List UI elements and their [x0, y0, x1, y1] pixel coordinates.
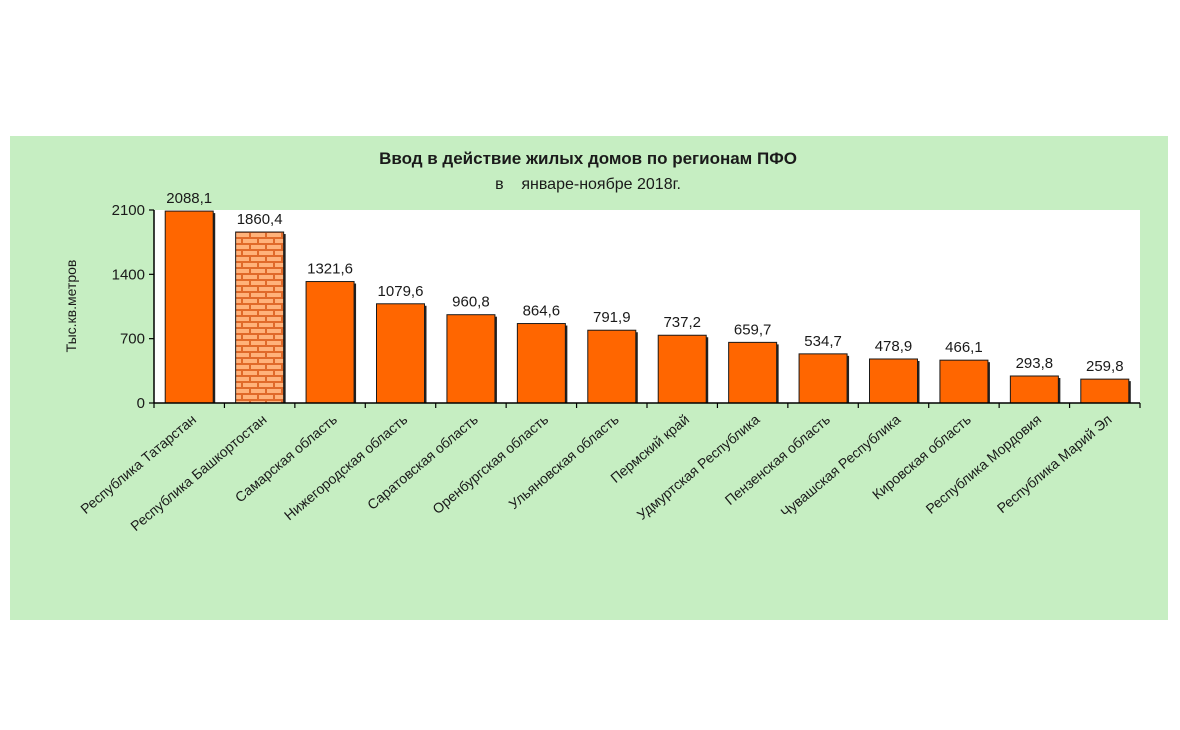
bar: [235, 231, 285, 404]
bar: [305, 281, 355, 404]
data-label: 259,8: [1086, 358, 1124, 375]
chart-panel: Ввод в действие жилых домов по регионам …: [10, 136, 1168, 620]
y-axis: 0 700 1400 2100: [112, 202, 155, 412]
bar: [376, 303, 425, 404]
bar: [164, 210, 214, 404]
y-tick-label: 1400: [112, 266, 145, 283]
x-axis: [153, 402, 1141, 408]
data-label: 1079,6: [378, 283, 424, 300]
bar: [657, 334, 707, 404]
category-label: Оренбургская область: [429, 411, 551, 517]
bar: [869, 358, 918, 404]
data-label: 2088,1: [166, 190, 212, 207]
category-label: Удмуртская Республика: [634, 411, 763, 523]
chart-subtitle: в январе-ноябре 2018г.: [495, 176, 681, 193]
y-tick-label: 700: [120, 331, 145, 348]
category-label: Чувашская Республика: [777, 411, 903, 521]
value-labels: 2088,1 1860,4 1321,6 1079,6 960,8 864,6 791,9 7…: [166, 190, 1123, 375]
bar: [516, 323, 566, 404]
data-label: 534,7: [804, 333, 842, 350]
data-label: 293,8: [1016, 355, 1054, 372]
data-label: 1860,4: [237, 211, 283, 228]
category-label: Республика Марий Эл: [994, 411, 1115, 516]
bar: [587, 329, 637, 404]
bar: [446, 314, 496, 404]
bar: [798, 353, 848, 404]
y-tick-label: 0: [137, 395, 145, 412]
category-label: Нижегородская область: [281, 411, 411, 523]
bar: [1080, 378, 1130, 404]
y-tick-label: 2100: [112, 202, 145, 219]
chart-title: Ввод в действие жилых домов по регионам …: [379, 149, 797, 168]
bar: [1009, 375, 1059, 404]
data-label: 864,6: [523, 303, 561, 320]
category-label: Республика Мордовия: [922, 411, 1044, 517]
y-axis-label: Тыс.кв.метров: [63, 260, 79, 353]
bar-chart: Ввод в действие жилых домов по регионам …: [63, 149, 1141, 534]
bar: [728, 341, 778, 404]
data-label: 466,1: [945, 339, 983, 356]
bar: [939, 359, 989, 404]
bars: [164, 210, 1131, 404]
data-label: 737,2: [663, 314, 701, 331]
category-label: Республика Татарстан: [77, 411, 199, 517]
data-label: 1321,6: [307, 261, 353, 278]
data-label: 791,9: [593, 309, 631, 326]
data-label: 478,9: [875, 338, 913, 355]
data-label: 659,7: [734, 321, 772, 338]
category-label: Республика Башкортостан: [127, 411, 269, 534]
plot-area: [154, 210, 1140, 403]
data-label: 960,8: [452, 294, 490, 311]
